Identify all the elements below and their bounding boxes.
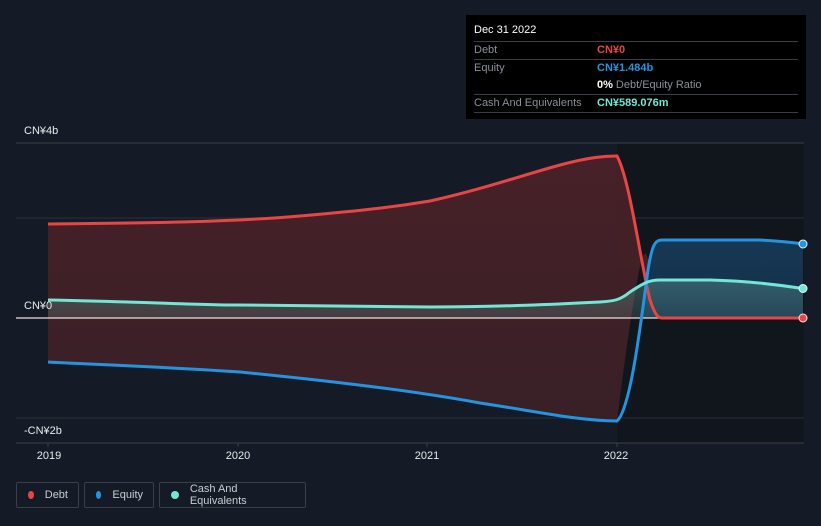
legend-label: Equity [112, 489, 143, 501]
tooltip-date: Dec 31 2022 [474, 21, 798, 42]
legend-item-cash[interactable]: Cash And Equivalents [159, 482, 306, 508]
y-label-bottom: -CN¥2b [24, 425, 62, 437]
cash-line [47, 278, 804, 309]
y-label-top: CN¥4b [24, 125, 59, 137]
cash-end-marker[interactable] [798, 284, 808, 293]
tooltip-label [474, 77, 597, 94]
legend-label: Debt [44, 489, 68, 501]
tooltip: Dec 31 2022 Debt CN¥0 Equity CN¥1.484b 0… [466, 15, 806, 119]
tooltip-debt-value: CN¥0 [597, 44, 626, 56]
equity-end-marker[interactable] [798, 239, 808, 249]
tooltip-row-equity: Equity CN¥1.484b [474, 60, 798, 77]
dot-icon [28, 491, 34, 499]
tooltip-row-cash: Cash And Equivalents CN¥589.076m [474, 95, 798, 113]
x-label-2019: 2019 [36, 450, 62, 462]
equity-line [47, 238, 804, 423]
x-label-2021: 2021 [414, 450, 440, 462]
legend-item-debt[interactable]: Debt [16, 482, 79, 508]
x-label-2020: 2020 [225, 450, 251, 462]
cash-area [48, 280, 803, 318]
tooltip-ratio-label: Debt/Equity Ratio [615, 79, 702, 91]
legend-item-equity[interactable]: Equity [84, 482, 154, 508]
legend-label: Cash And Equivalents [189, 483, 247, 507]
x-label-2022: 2022 [603, 450, 629, 462]
tooltip-row-debt: Debt CN¥0 [474, 42, 798, 60]
dot-icon [171, 491, 179, 499]
y-label-zero: CN¥0 [24, 300, 53, 312]
tooltip-label: Cash And Equivalents [474, 97, 582, 109]
tooltip-ratio-value: 0% [597, 79, 613, 91]
tooltip-label: Equity [474, 62, 505, 74]
dot-icon [96, 491, 102, 499]
debt-end-marker[interactable] [798, 313, 808, 323]
legend: Debt Equity Cash And Equivalents [16, 482, 306, 508]
tooltip-equity-value: CN¥1.484b [597, 62, 654, 74]
tooltip-label: Debt [474, 44, 498, 56]
tooltip-cash-value: CN¥589.076m [597, 97, 669, 109]
tooltip-row-ratio: 0% Debt/Equity Ratio [474, 77, 798, 95]
